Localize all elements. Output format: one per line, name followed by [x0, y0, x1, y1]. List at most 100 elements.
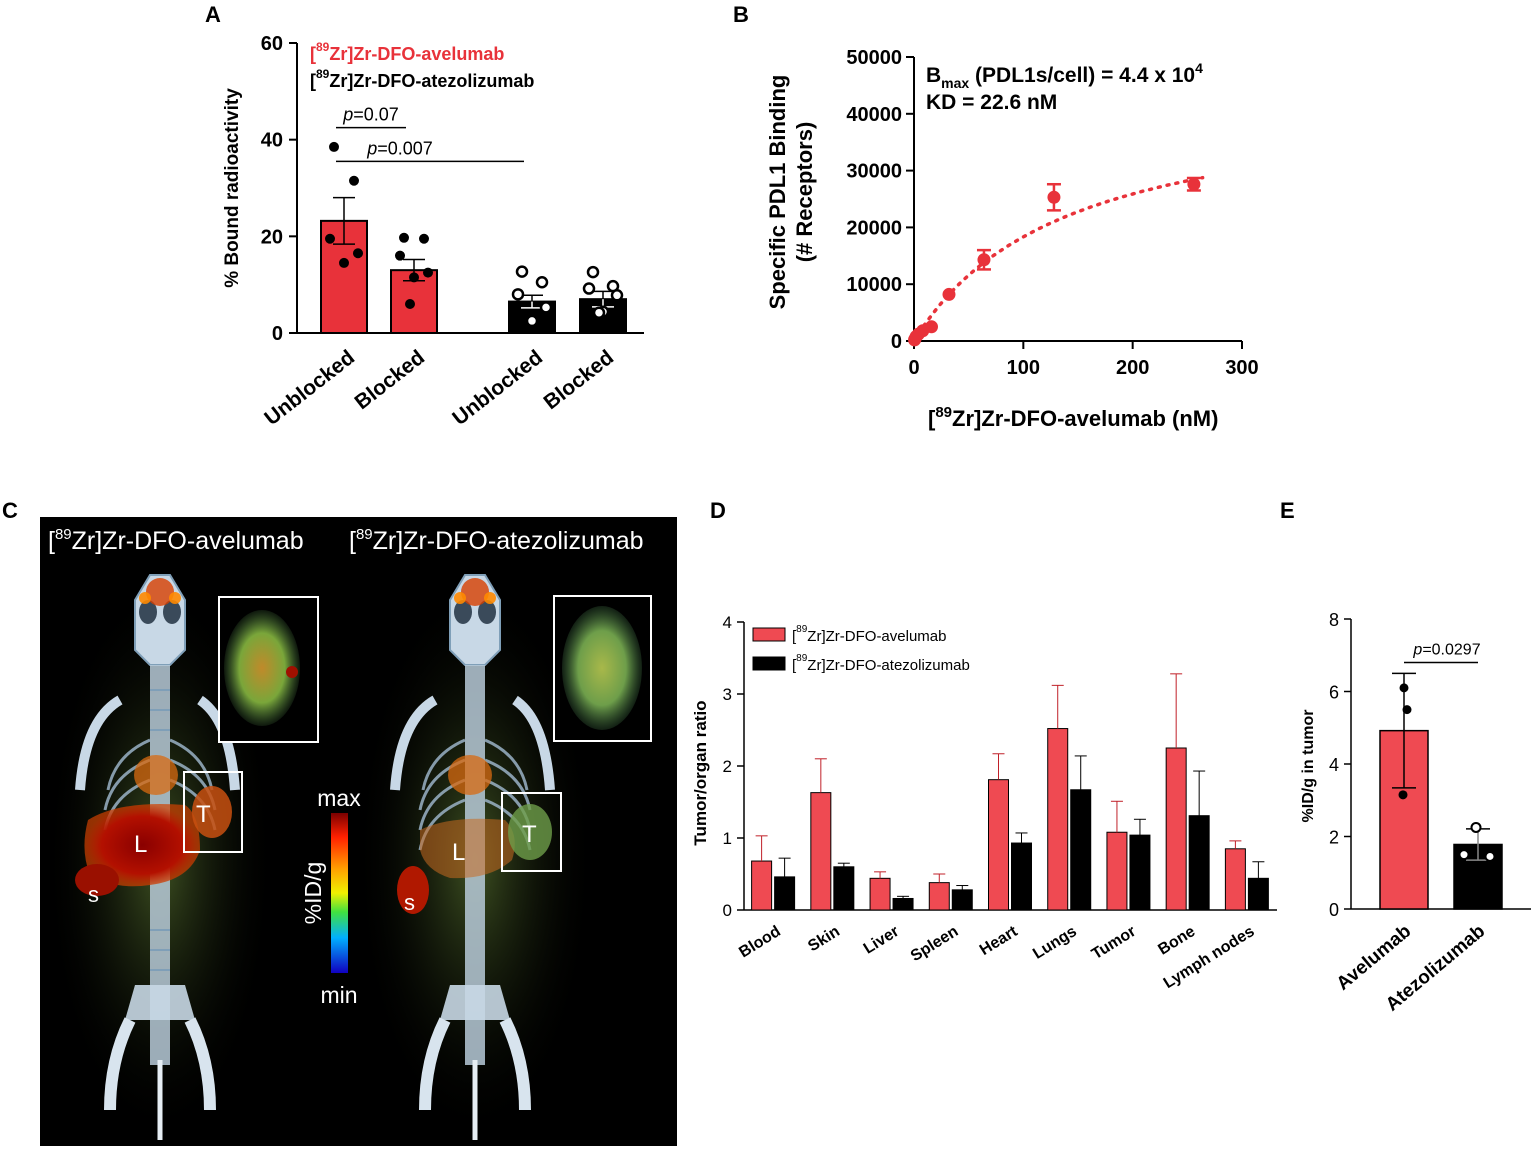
panel-a-data-point — [535, 276, 549, 289]
colorbar-min-label: min — [320, 982, 357, 1008]
panel-d-bar — [751, 860, 773, 911]
panel-d-bar — [1011, 842, 1032, 911]
panel-a-data-point — [419, 233, 429, 244]
tumor-box-right — [501, 792, 562, 872]
panel-a-data-point — [349, 175, 359, 186]
panel-d-bar — [1188, 815, 1210, 911]
colorbar-max-label: max — [317, 785, 361, 811]
organ-label-tumor-right: T — [522, 821, 537, 848]
panel-b-data-point — [924, 320, 938, 334]
panel-d-category-label: Blood — [736, 923, 783, 961]
panel-a-data-point — [423, 267, 433, 278]
panel-e-y-tick-label: 6 — [1329, 683, 1339, 703]
panel-e-data-point — [1398, 790, 1408, 800]
panel-b-y-axis-label-line1: Specific PDL1 Binding — [765, 75, 790, 310]
panel-d-category-label: Liver — [861, 923, 902, 958]
panel-c-label: C — [2, 498, 18, 523]
panel-d-bar — [774, 876, 796, 911]
panel-e-data-point — [1458, 849, 1470, 861]
panel-d-label: D — [710, 498, 726, 523]
panel-b-x-tick-label: 100 — [1007, 357, 1040, 379]
panel-a-category-label: Unblocked — [448, 346, 547, 430]
panel-d-bar — [810, 792, 832, 911]
panel-d-category-label: Spleen — [908, 923, 962, 965]
panel-b-data-point — [977, 253, 991, 267]
panel-a-data-point — [511, 288, 525, 301]
panel-b-label: B — [733, 2, 749, 27]
panel-e-p-value: p=0.0297 — [1412, 642, 1480, 659]
panel-a-data-point — [409, 272, 419, 283]
organ-label-spleen-right: s — [404, 890, 415, 915]
panel-a-data-point — [325, 233, 335, 244]
panel-a-data-point — [405, 299, 415, 309]
panel-b-data-point — [1047, 190, 1061, 204]
panel-b-data-point — [1187, 177, 1201, 191]
panel-d-legend-swatch — [752, 656, 786, 671]
panel-d-bar — [869, 877, 891, 911]
panel-d-bar — [1224, 848, 1246, 911]
panel-e-y-tick-label: 8 — [1329, 610, 1339, 630]
panel-d-y-tick-label: 3 — [723, 685, 732, 704]
panel-a-legend-atezolizumab: [89Zr]Zr-DFO-atezolizumab — [310, 67, 534, 91]
panel-c: C — [2, 498, 677, 1146]
organ-label-liver-right: L — [452, 839, 465, 866]
panel-e-data-point — [1399, 683, 1409, 693]
panel-d-bar — [892, 897, 914, 911]
panel-d-bar — [1106, 831, 1128, 911]
panel-b-x-tick-label: 300 — [1225, 357, 1258, 379]
panel-b-fit-curve — [912, 175, 1205, 343]
panel-a-data-point — [339, 257, 349, 268]
panel-b-data-point — [942, 287, 956, 301]
panel-e-label: E — [1280, 498, 1295, 523]
panel-a-p-value: p=0.007 — [366, 138, 433, 158]
panel-b-x-axis-label: [89Zr]Zr-DFO-avelumab (nM) — [928, 404, 1218, 431]
panel-d-bar — [1047, 728, 1069, 911]
panel-a-category-label: Blocked — [540, 346, 619, 414]
panel-c-right-title: [89Zr]Zr-DFO-atezolizumab — [349, 526, 644, 555]
panel-a-p-value: p=0.07 — [342, 105, 399, 125]
organ-label-liver-left: L — [134, 831, 147, 858]
panel-a-data-point — [399, 232, 409, 243]
panel-e-data-point — [1402, 705, 1412, 715]
panel-b-y-tick-label: 50000 — [846, 47, 902, 69]
panel-e-y-tick-label: 0 — [1329, 900, 1339, 920]
panel-d-bar — [1070, 789, 1092, 911]
panel-d-y-axis-label: Tumor/organ ratio — [691, 700, 710, 845]
panel-d-y-tick-label: 4 — [723, 613, 732, 632]
right-mouse-scan: L s T — [355, 574, 652, 1140]
panel-b-kd-annotation: KD = 22.6 nM — [926, 91, 1057, 114]
colorbar-gradient — [331, 813, 348, 973]
panel-a-data-point — [353, 248, 363, 259]
panel-a-y-tick-label: 40 — [261, 130, 283, 152]
panel-a-data-point — [515, 265, 529, 278]
panel-e-y-tick-label: 4 — [1329, 755, 1339, 775]
panel-b-x-tick-label: 0 — [908, 357, 919, 379]
panel-d-category-label: Lungs — [1030, 923, 1080, 963]
panel-d-legend-label: [89Zr]Zr-DFO-avelumab — [792, 624, 946, 645]
panel-b-x-tick-label: 200 — [1116, 357, 1149, 379]
panel-a-y-tick-label: 60 — [261, 33, 283, 55]
panel-e-y-axis-label: %ID/g in tumor — [1300, 710, 1317, 823]
organ-label-tumor-left: T — [196, 801, 211, 828]
panel-a-legend-avelumab: [89Zr]Zr-DFO-avelumab — [310, 40, 504, 64]
panel-d-category-label: Skin — [805, 923, 843, 955]
panel-a-data-point — [586, 265, 600, 279]
panel-b-y-tick-label: 10000 — [846, 274, 902, 296]
panel-a-data-point — [329, 141, 339, 152]
panel-a-label: A — [205, 2, 221, 27]
panel-b: B 0 10000 20000 30000 40000 50000 0 100 200 300 Sp… — [733, 2, 1259, 431]
panel-a-y-tick-label: 20 — [261, 226, 283, 248]
panel-d-legend-swatch — [752, 627, 786, 642]
panel-b-bmax-annotation: Bmax (PDL1s/cell) = 4.4 x 104 — [926, 60, 1203, 91]
left-mouse-scan: L s T — [45, 574, 319, 1140]
panel-a-category-label: Unblocked — [260, 346, 359, 430]
panel-d-bar — [951, 889, 973, 911]
panel-d-category-label: Bone — [1155, 923, 1198, 959]
panel-b-y-tick-label: 40000 — [846, 104, 902, 126]
panel-e-data-point — [1470, 821, 1482, 833]
panel-a-data-point — [395, 250, 405, 261]
panel-a-data-point — [582, 282, 596, 295]
panel-d-bar — [833, 866, 855, 911]
